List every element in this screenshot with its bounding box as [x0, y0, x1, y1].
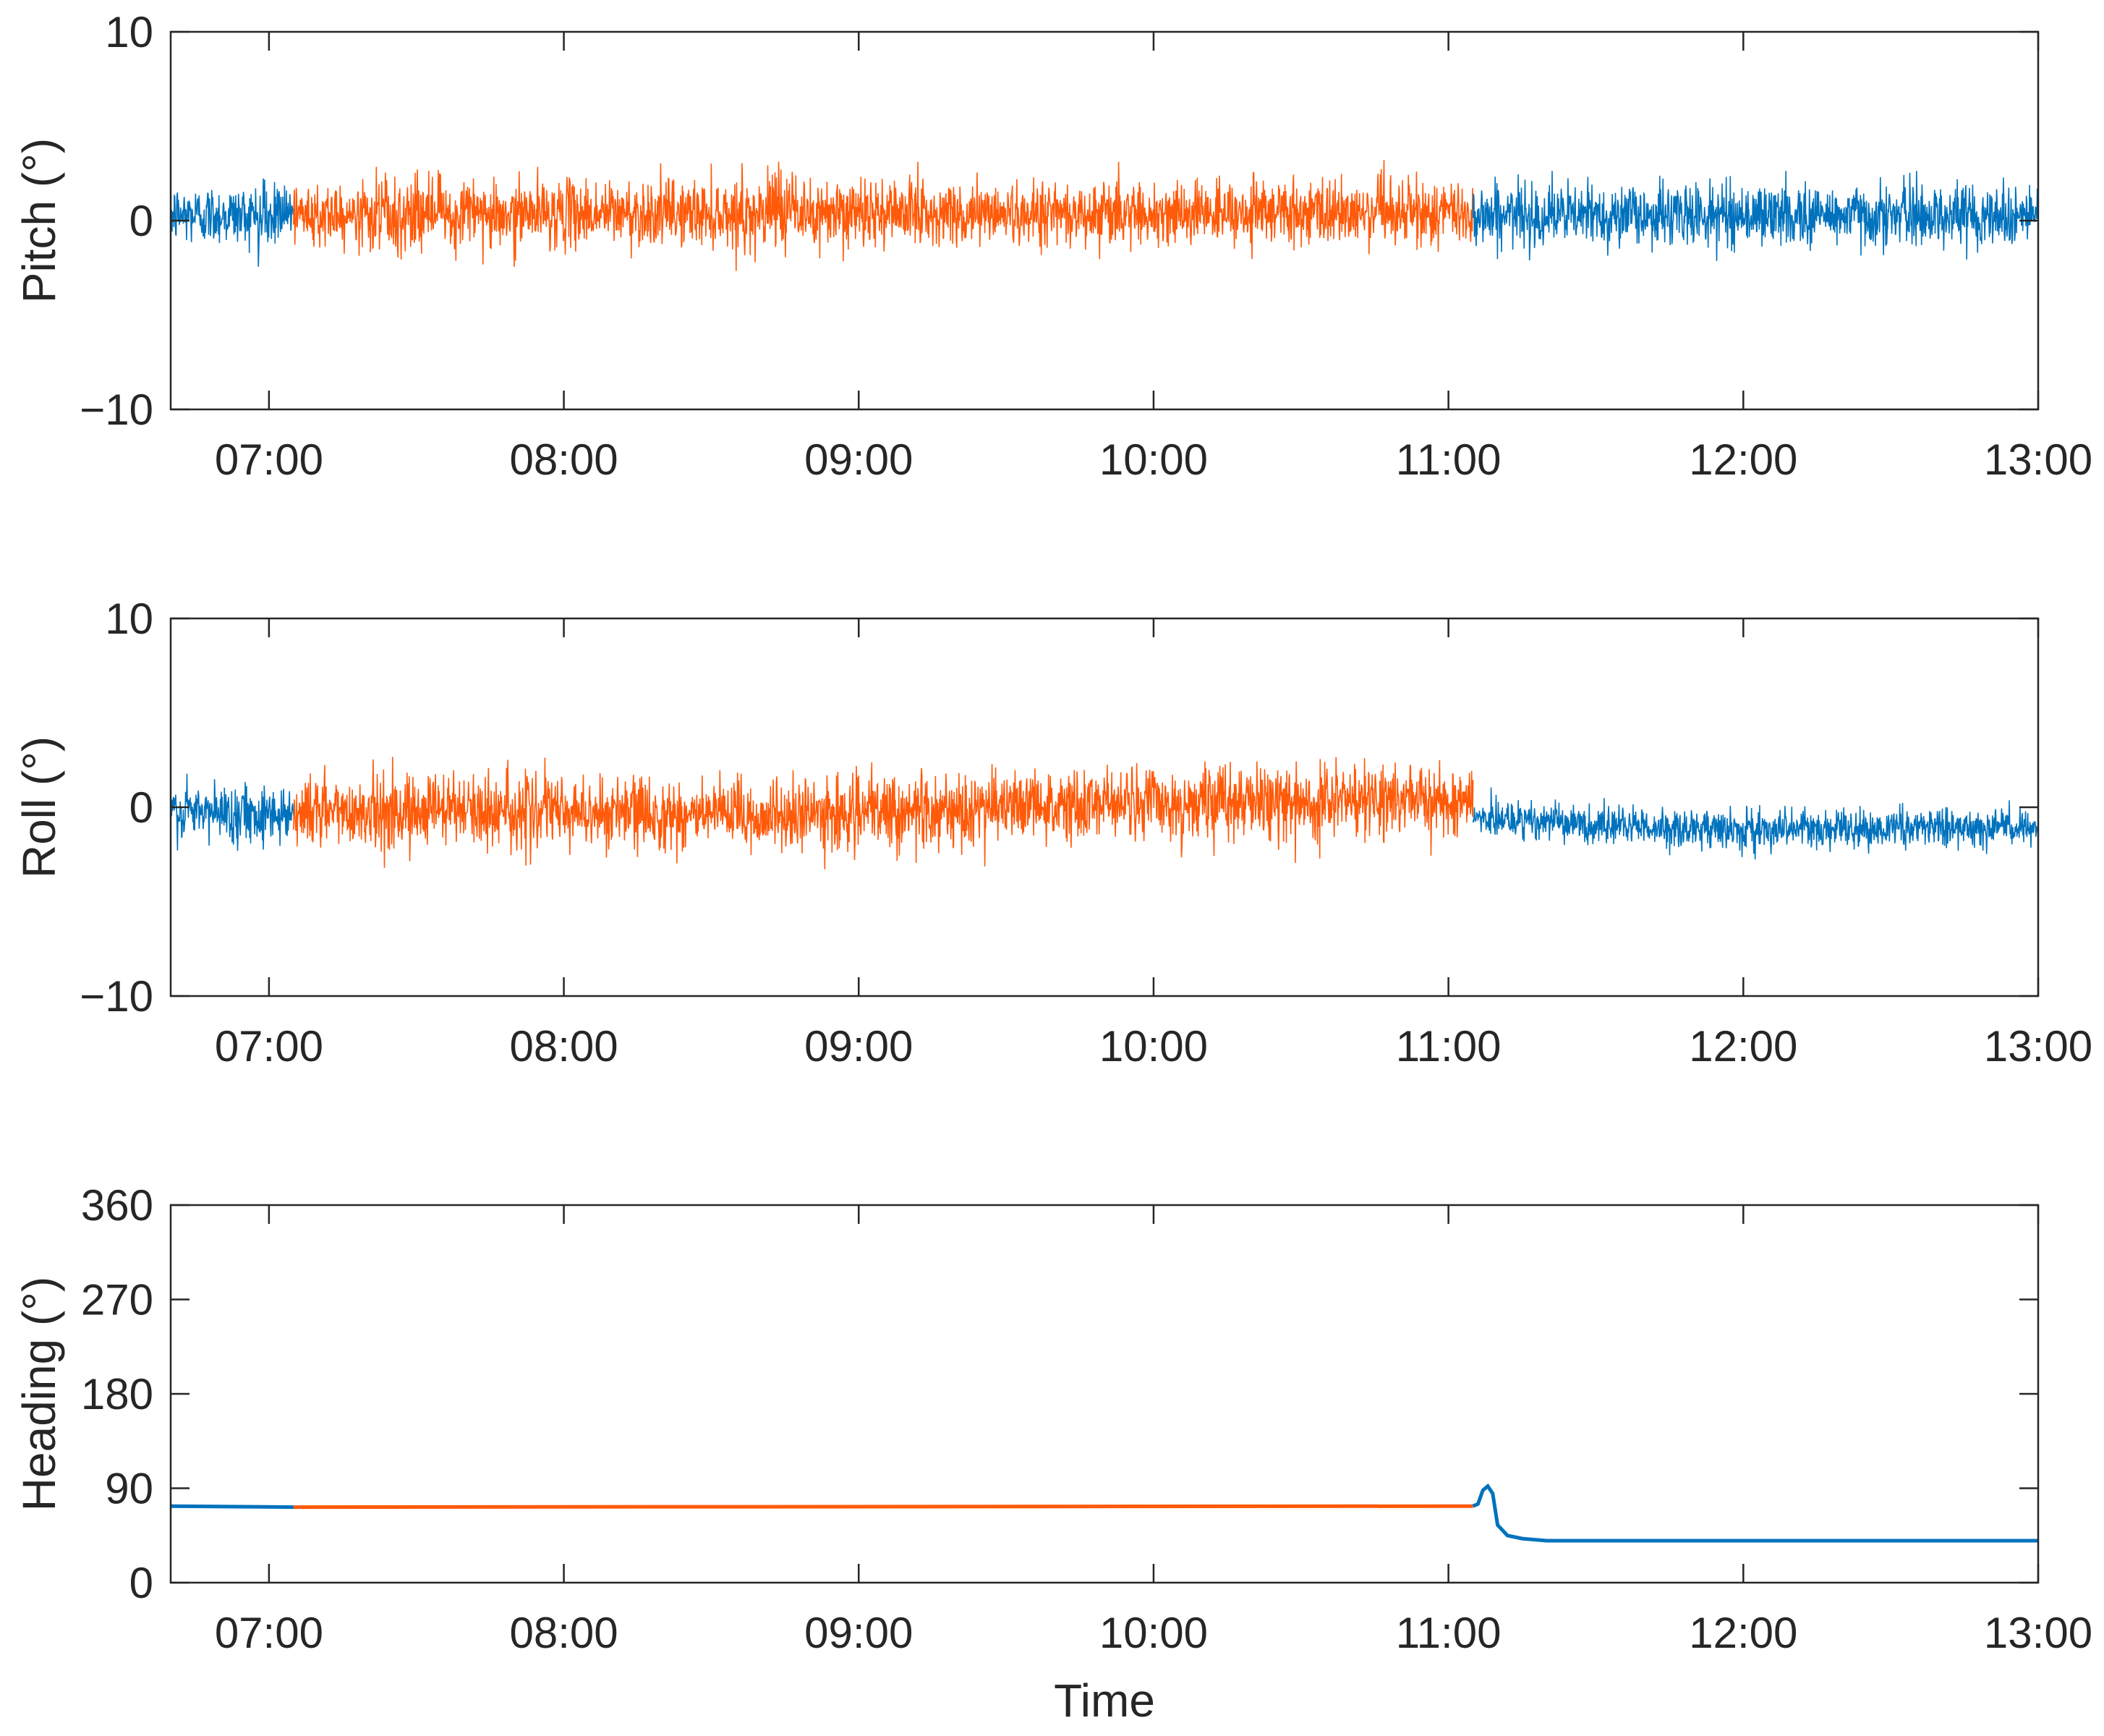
- x-tick-label: 09:00: [804, 1022, 913, 1071]
- x-tick-label: 13:00: [1984, 1022, 2092, 1071]
- series-line-during: [293, 757, 1474, 869]
- axes-box: [169, 1204, 2040, 1584]
- x-tick-label: 11:00: [1396, 1609, 1502, 1657]
- x-tick-label: 07:00: [215, 1022, 323, 1071]
- series-line-after: [1472, 171, 2039, 261]
- y-tick-label: 0: [129, 783, 153, 832]
- x-tick-label: 08:00: [510, 1022, 618, 1071]
- x-tick-label: 08:00: [510, 1609, 618, 1657]
- x-axis-label: Time: [1054, 1675, 1155, 1727]
- x-tick-label: 11:00: [1396, 1022, 1502, 1071]
- series-line-after: [1472, 1483, 2038, 1543]
- y-tick-label: 270: [81, 1276, 153, 1324]
- x-tick-label: 12:00: [1689, 435, 1797, 484]
- y-tick-label: −10: [80, 386, 153, 434]
- y-tick-label: −10: [80, 972, 153, 1021]
- series-line-before: [170, 1504, 294, 1510]
- series-line-during: [293, 1504, 1473, 1510]
- x-tick-label: 12:00: [1689, 1022, 1797, 1071]
- y-tick-label: 10: [105, 8, 153, 56]
- series-line-before: [170, 773, 294, 851]
- x-tick-label: 07:00: [215, 435, 323, 484]
- x-tick-label: 10:00: [1099, 435, 1208, 484]
- x-tick-label: 13:00: [1984, 1609, 2092, 1657]
- series-line-after: [1472, 787, 2039, 860]
- x-tick-label: 07:00: [215, 1609, 323, 1657]
- y-axis-label: Roll (°): [13, 736, 65, 878]
- series-line-before: [170, 174, 294, 267]
- x-tick-label: 13:00: [1984, 435, 2092, 484]
- x-tick-label: 10:00: [1099, 1022, 1208, 1071]
- x-tick-label: 09:00: [804, 1609, 913, 1657]
- y-tick-label: 10: [105, 595, 153, 643]
- y-axis-label: Heading (°): [13, 1277, 65, 1511]
- x-tick-label: 12:00: [1689, 1609, 1797, 1657]
- panel-2: −10 0 10 07:00 08:00 09:00 10:00 11:00 12:00 13:0…: [13, 595, 2092, 1071]
- y-tick-label: 360: [81, 1181, 153, 1230]
- x-tick-label: 09:00: [804, 435, 913, 484]
- panel-1: −10 0 10 07:00 08:00 09:00 10:00 11:00 12:00 13:0…: [13, 8, 2092, 484]
- x-tick-label: 11:00: [1396, 435, 1502, 484]
- y-tick-label: 0: [129, 1559, 153, 1607]
- x-tick-label: 10:00: [1099, 1609, 1208, 1657]
- x-tick-label: 08:00: [510, 435, 618, 484]
- y-tick-label: 180: [81, 1370, 153, 1418]
- y-tick-label: 90: [105, 1465, 153, 1513]
- y-tick-label: 0: [129, 197, 153, 245]
- y-axis-label: Pitch (°): [13, 138, 65, 303]
- panel-3: 0 90 180 270 360 07:00 08:00 09:00 10:00 11:00 12:…: [13, 1181, 2092, 1727]
- series-line-during: [293, 160, 1474, 271]
